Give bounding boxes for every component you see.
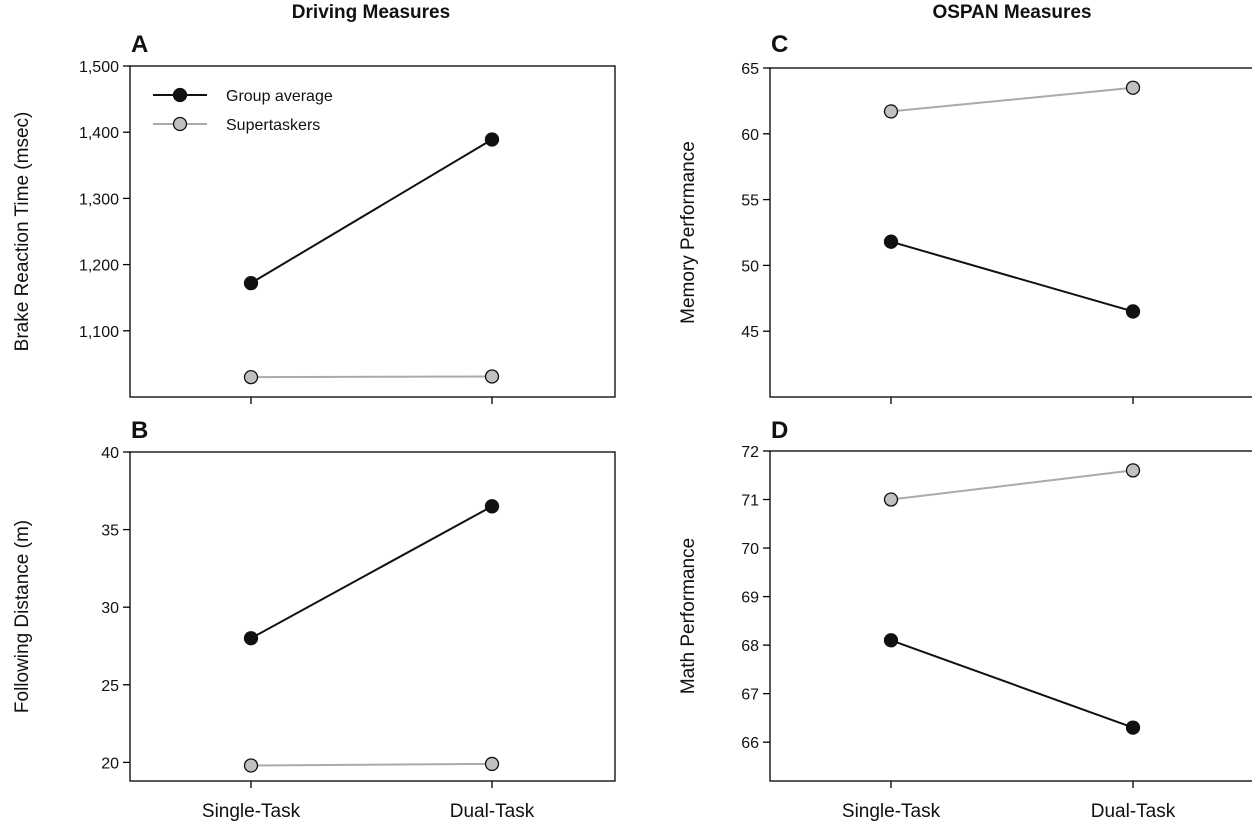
y-axis-label: Following Distance (m) (12, 520, 33, 713)
y-tick-label: 50 (741, 258, 759, 275)
point-supertaskers (883, 104, 899, 119)
x-tick-label: Single-Task (202, 801, 301, 822)
y-tick-label: 67 (741, 687, 759, 704)
point-supertaskers (1125, 80, 1141, 95)
point-supertaskers (883, 492, 899, 507)
y-tick-label: 20 (101, 755, 119, 772)
point-group-average (484, 132, 500, 147)
y-tick-label: 1,200 (79, 258, 119, 275)
series-line-group-average (250, 138, 493, 284)
y-tick-label: 69 (741, 590, 759, 607)
y-tick-label: 55 (741, 193, 759, 210)
series-line-group-average (890, 240, 1134, 313)
y-tick-label: 40 (101, 445, 119, 462)
plot-frame (129, 65, 616, 398)
point-supertaskers (484, 756, 500, 772)
point-group-average (484, 499, 500, 514)
series-line-group-average (250, 505, 493, 640)
plot-frame (129, 451, 616, 782)
series-line-group-average (890, 639, 1134, 729)
y-tick-label: 66 (741, 735, 759, 752)
point-supertaskers (1125, 463, 1141, 478)
panel-a: A 1,100 1,200 1,300 1,400 1,500 Brake Reaction… (12, 31, 616, 404)
panel-d: D 66 67 68 69 70 71 72 Math Performance Single-Ta… (678, 417, 1252, 822)
panel-b: B 20 25 30 35 40 Following Distance (m) Single-… (12, 417, 616, 822)
y-tick-label: 60 (741, 127, 759, 144)
y-axis-label: Brake Reaction Time (msec) (12, 112, 33, 352)
y-axis-label: Memory Performance (678, 141, 699, 324)
y-tick-label: 1,500 (79, 59, 119, 76)
plot-frame (769, 67, 1252, 398)
point-group-average (883, 234, 899, 249)
point-group-average (1125, 720, 1141, 735)
y-tick-label: 70 (741, 541, 759, 558)
y-tick-label: 68 (741, 638, 759, 655)
y-tick-label: 71 (741, 493, 759, 510)
driving-measures-title: Driving Measures (291, 2, 451, 23)
ospan-measures-title: OSPAN Measures (932, 2, 1092, 23)
legend: Group average Supertaskers (153, 87, 333, 134)
series-line-supertaskers (890, 469, 1134, 501)
y-tick-label: 1,400 (79, 125, 119, 142)
point-group-average (243, 631, 259, 646)
y-tick-label: 25 (101, 678, 119, 695)
y-tick-label: 30 (101, 600, 119, 617)
series-line-supertaskers (250, 375, 493, 379)
y-tick-label: 1,100 (79, 324, 119, 341)
plot-frame (769, 450, 1252, 782)
x-tick-label: Single-Task (842, 801, 941, 822)
series-line-supertaskers (890, 86, 1134, 113)
x-tick-label: Dual-Task (1091, 801, 1176, 822)
panel-letter: B (131, 417, 148, 444)
point-supertaskers (243, 758, 259, 773)
y-tick-label: 65 (741, 61, 759, 78)
y-tick-label: 1,300 (79, 191, 119, 208)
legend-label-group-average: Group average (226, 88, 333, 105)
point-group-average (883, 633, 899, 648)
y-tick-label: 35 (101, 523, 119, 540)
series-line-supertaskers (250, 762, 493, 767)
panel-letter: C (771, 31, 788, 58)
legend-marker-supertaskers (172, 116, 188, 132)
legend-label-supertaskers: Supertaskers (226, 117, 320, 134)
x-tick-label: Dual-Task (450, 801, 535, 822)
y-axis-label: Math Performance (678, 538, 699, 694)
point-supertaskers (243, 369, 259, 385)
panel-letter: A (131, 31, 148, 58)
panel-c: C 45 50 55 60 65 Memory Performance (678, 31, 1252, 404)
panel-letter: D (771, 417, 788, 444)
y-tick-label: 72 (741, 444, 759, 461)
point-supertaskers (484, 369, 500, 384)
point-group-average (1125, 304, 1141, 319)
y-tick-label: 45 (741, 324, 759, 341)
point-group-average (243, 275, 259, 291)
legend-marker-group-average (172, 87, 188, 103)
